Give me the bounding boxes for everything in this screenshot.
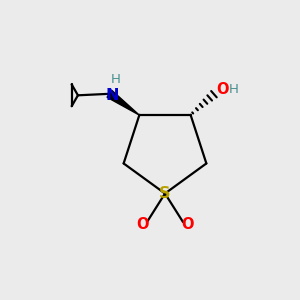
- Text: O: O: [181, 217, 194, 232]
- Text: N: N: [105, 88, 119, 103]
- Text: H: H: [229, 83, 239, 96]
- Text: O: O: [136, 217, 149, 232]
- Text: H: H: [111, 73, 121, 86]
- Text: S: S: [159, 186, 171, 201]
- Polygon shape: [107, 90, 139, 115]
- Text: O: O: [216, 82, 229, 98]
